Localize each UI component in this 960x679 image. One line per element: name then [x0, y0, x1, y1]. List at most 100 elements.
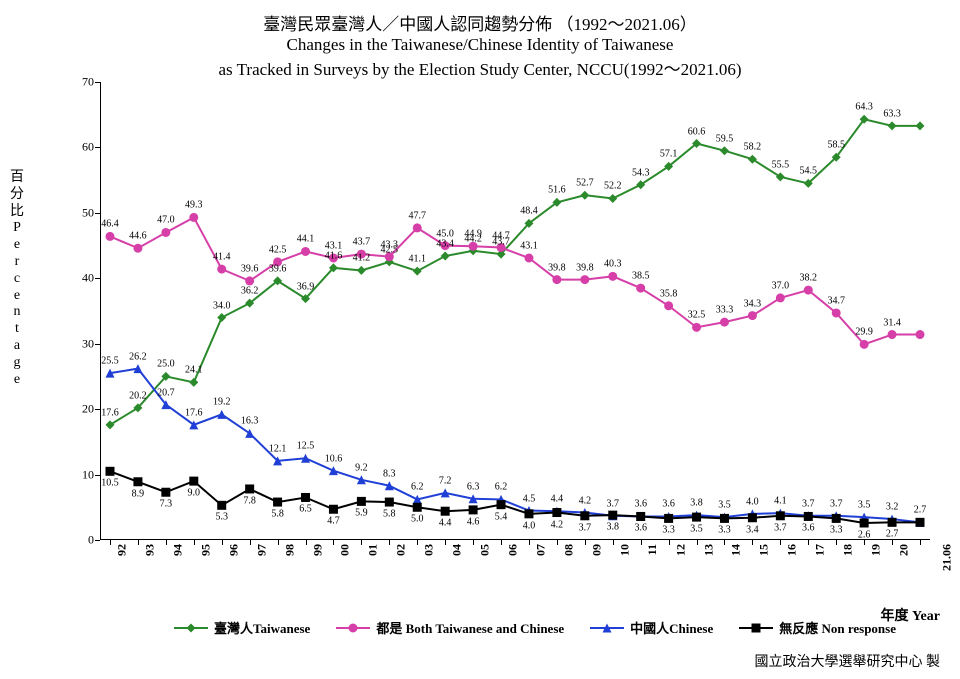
marker: [524, 254, 533, 263]
data-label: 34.7: [827, 295, 845, 306]
data-label: 3.7: [830, 498, 843, 509]
data-label: 3.2: [886, 502, 899, 513]
data-label: 44.6: [129, 231, 147, 242]
data-label: 29.9: [855, 327, 873, 338]
data-label: 12.5: [297, 441, 315, 452]
data-label: 64.3: [855, 102, 873, 113]
data-label: 5.8: [383, 509, 396, 520]
title-block: 臺灣民眾臺灣人／中國人認同趨勢分佈 （1992～2021.06） Changes…: [0, 10, 960, 80]
data-label: 3.6: [634, 499, 647, 510]
x-tick: 18: [841, 544, 856, 556]
marker: [469, 505, 478, 514]
data-label: 3.5: [718, 500, 731, 511]
marker: [217, 313, 226, 322]
data-label: 8.3: [383, 468, 396, 479]
data-label: 4.7: [327, 516, 340, 527]
marker: [106, 232, 115, 241]
marker: [692, 513, 701, 522]
marker: [860, 518, 869, 527]
marker: [217, 265, 226, 274]
data-label: 43.1: [325, 241, 343, 252]
marker: [664, 514, 673, 523]
data-label: 4.0: [746, 496, 759, 507]
x-tick: 12: [673, 544, 688, 556]
marker: [580, 275, 589, 284]
data-label: 3.5: [690, 524, 703, 535]
y-tick: 0: [88, 533, 100, 548]
data-label: 54.5: [800, 166, 818, 177]
data-label: 59.5: [716, 133, 734, 144]
marker: [329, 505, 338, 514]
data-label: 26.2: [129, 351, 147, 362]
x-tick: 97: [254, 544, 269, 556]
chart-footer: 臺灣人Taiwanese都是 Both Taiwanese and Chines…: [180, 618, 890, 637]
data-label: 4.4: [439, 518, 452, 529]
marker: [161, 488, 170, 497]
data-label: 51.6: [548, 185, 566, 196]
data-label: 39.6: [269, 263, 287, 274]
marker: [189, 378, 198, 387]
marker: [217, 410, 226, 419]
data-label: 3.5: [858, 500, 871, 511]
data-label: 4.4: [551, 494, 564, 505]
marker: [552, 508, 561, 517]
marker: [804, 512, 813, 521]
x-tick: 94: [170, 544, 185, 556]
marker: [189, 213, 198, 222]
marker: [133, 477, 142, 486]
data-label: 6.2: [495, 482, 508, 493]
x-tick: 04: [450, 544, 465, 556]
marker: [357, 266, 366, 275]
data-label: 4.5: [523, 493, 536, 504]
data-label: 43.7: [353, 237, 371, 248]
marker: [636, 512, 645, 521]
data-label: 55.5: [772, 159, 790, 170]
data-label: 8.9: [132, 488, 145, 499]
data-label: 9.0: [188, 488, 201, 499]
marker: [245, 484, 254, 493]
marker: [888, 121, 897, 130]
marker: [189, 477, 198, 486]
legend-item-taiwanese: 臺灣人Taiwanese: [174, 618, 310, 637]
x-tick: 96: [226, 544, 241, 556]
marker: [636, 284, 645, 293]
title-zh: 臺灣民眾臺灣人／中國人認同趨勢分佈 （1992～2021.06）: [0, 10, 960, 35]
marker: [832, 514, 841, 523]
data-label: 9.2: [355, 462, 368, 473]
legend-item-nonresp: 無反應 Non response: [739, 618, 896, 637]
legend-item-chinese: 中國人Chinese: [590, 618, 713, 637]
legend-label: 無反應 Non response: [779, 618, 896, 637]
data-label: 10.6: [325, 453, 343, 464]
data-label: 17.6: [185, 407, 203, 418]
x-axis-label: 年度 Year: [881, 605, 941, 625]
data-label: 44.7: [492, 230, 510, 241]
data-label: 58.2: [744, 142, 762, 153]
x-tick: 06: [506, 544, 521, 556]
data-label: 4.1: [774, 496, 787, 507]
data-label: 5.8: [271, 509, 284, 520]
series-line-nonresp: [110, 471, 920, 523]
data-label: 6.2: [411, 482, 424, 493]
series-line-both: [110, 217, 920, 344]
data-label: 52.7: [576, 178, 594, 189]
data-label: 3.3: [662, 525, 675, 536]
x-tick: 17: [813, 544, 828, 556]
x-tick: 92: [115, 544, 130, 556]
marker: [217, 501, 226, 510]
marker: [916, 330, 925, 339]
y-tick: 70: [82, 75, 100, 90]
data-label: 32.5: [688, 310, 706, 321]
chart-page: 臺灣民眾臺灣人／中國人認同趨勢分佈 （1992～2021.06） Changes…: [0, 0, 960, 679]
data-label: 4.6: [467, 516, 480, 527]
data-label: 3.7: [607, 498, 620, 509]
data-label: 3.4: [746, 524, 759, 535]
marker: [441, 507, 450, 516]
marker: [608, 511, 617, 520]
data-label: 43.3: [381, 239, 399, 250]
marker: [608, 194, 617, 203]
y-tick: 30: [82, 336, 100, 351]
data-label: 43.1: [520, 241, 538, 252]
marker: [720, 318, 729, 327]
y-axis-label: 百分比Percentage: [8, 170, 26, 388]
x-tick: 03: [422, 544, 437, 556]
